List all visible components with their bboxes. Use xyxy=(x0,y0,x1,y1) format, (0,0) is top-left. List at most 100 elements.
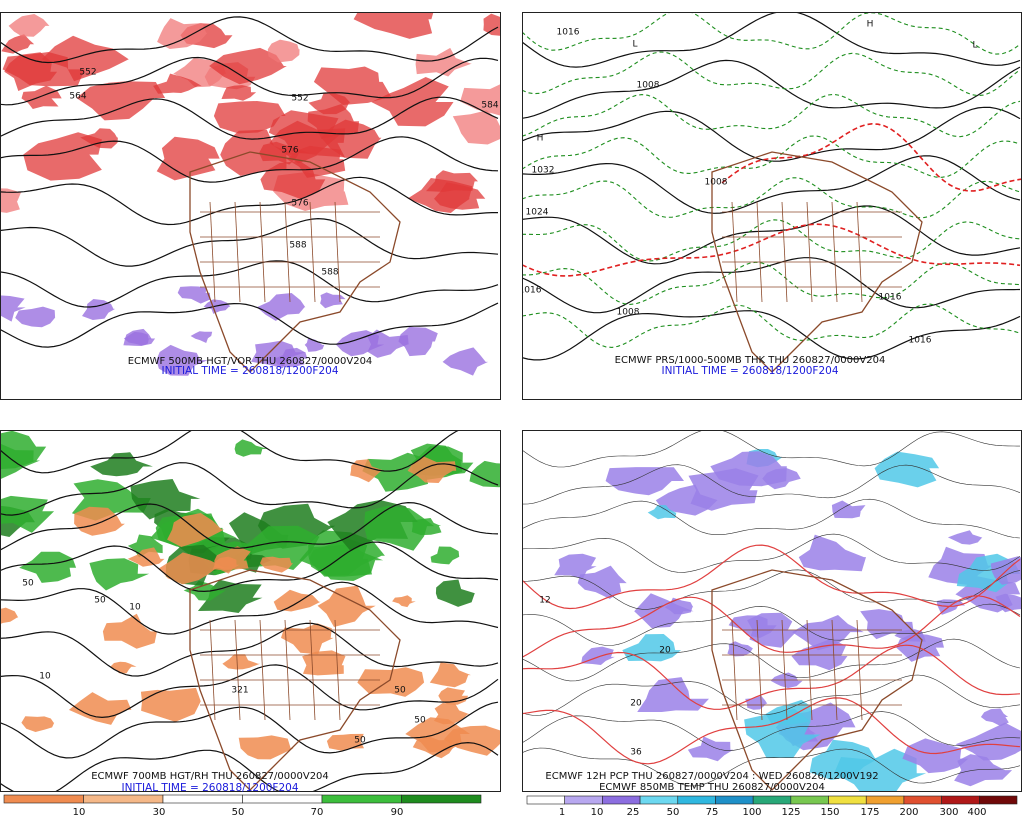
shaded-area xyxy=(153,73,202,94)
shaded-area xyxy=(317,585,376,627)
contour-label: 552 xyxy=(79,68,96,78)
colorbar-label: 1 xyxy=(559,807,565,818)
contour-line xyxy=(0,176,498,226)
shaded-area xyxy=(435,579,476,607)
map-caption: ECMWF 850MB TEMP THU 260827/0000V204 xyxy=(599,782,825,793)
coastline xyxy=(711,569,923,791)
shaded-area xyxy=(647,505,677,520)
border-line xyxy=(259,201,266,303)
shaded-area xyxy=(281,623,334,655)
colorbar-label: 175 xyxy=(860,807,879,818)
contour-label: 10 xyxy=(39,672,51,682)
contour-line xyxy=(522,533,1021,573)
shaded-area xyxy=(177,286,211,304)
contour-label: 584 xyxy=(481,101,498,111)
colorbar-label: 300 xyxy=(939,807,958,818)
colorbar-label: 75 xyxy=(706,807,719,818)
contour-line xyxy=(522,303,1021,348)
shaded-area xyxy=(398,326,438,357)
contour-line xyxy=(0,701,499,759)
shaded-area xyxy=(260,556,293,573)
contour-line xyxy=(0,136,499,183)
colorbar-swatch xyxy=(752,795,792,805)
contour-line xyxy=(522,595,1021,658)
shaded-area xyxy=(902,738,969,774)
shaded-area xyxy=(267,39,300,63)
border-line xyxy=(756,201,763,303)
shaded-area xyxy=(313,66,392,105)
border-line xyxy=(259,619,266,721)
contour-label: 50 xyxy=(394,686,406,696)
shaded-area xyxy=(634,593,694,629)
contour-line xyxy=(522,644,1021,710)
contour-line xyxy=(522,603,1021,646)
shaded-area xyxy=(364,505,435,551)
map-caption: ECMWF 500MB HGT/VOR THU 260827/0000V204 xyxy=(128,356,373,367)
shaded-area xyxy=(90,452,153,477)
contour-line xyxy=(0,16,499,64)
contour-line xyxy=(0,430,499,474)
colorbar-swatch xyxy=(602,795,641,805)
contour-label: 50 xyxy=(94,596,106,606)
shaded-area xyxy=(321,119,382,159)
contour-line xyxy=(0,217,499,267)
contour-line xyxy=(0,302,499,348)
colorbar-label: 25 xyxy=(627,807,640,818)
shaded-area xyxy=(251,340,306,369)
contour-label: 1008 xyxy=(617,308,640,318)
contour-line xyxy=(522,59,1021,119)
shaded-area xyxy=(874,451,940,488)
contour-line xyxy=(522,93,1021,138)
shaded-area xyxy=(159,552,226,585)
map-panel: 552 564 552 576 576 584 588 588 xyxy=(0,12,501,400)
shaded-area xyxy=(209,47,287,85)
contour-label: 50 xyxy=(354,736,366,746)
contour-line xyxy=(0,741,499,792)
border-line xyxy=(284,619,291,721)
colorbar-swatch xyxy=(162,794,243,804)
colorbar-label: 90 xyxy=(391,807,404,818)
shaded-area xyxy=(8,14,50,37)
shaded-area xyxy=(762,468,801,490)
shaded-area xyxy=(304,337,325,352)
border-line xyxy=(831,619,838,721)
colorbar-label: 50 xyxy=(667,807,680,818)
shaded-area xyxy=(353,12,434,39)
shaded-area xyxy=(469,460,501,488)
coastline xyxy=(711,151,923,373)
contour-label: L xyxy=(632,40,637,50)
shaded-area xyxy=(127,547,165,567)
contour-line xyxy=(522,106,1021,162)
border-line xyxy=(309,619,316,721)
contour-label: 1032 xyxy=(532,166,555,176)
map-caption: INITIAL TIME = 260818/1200F204 xyxy=(121,782,298,794)
colorbar-label: 150 xyxy=(820,807,839,818)
shaded-area xyxy=(554,553,597,579)
contour-line xyxy=(522,498,1021,539)
contour-label: 1024 xyxy=(526,208,549,218)
shaded-area xyxy=(21,716,55,732)
shaded-area xyxy=(809,739,879,780)
shaded-area xyxy=(415,47,472,77)
colorbar-swatch xyxy=(526,795,565,805)
contour-label: 1016 xyxy=(557,28,580,38)
shaded-area xyxy=(371,77,454,127)
colorbar-swatch xyxy=(790,795,829,805)
shaded-area xyxy=(405,717,471,753)
contour-label: 1008 xyxy=(637,81,660,91)
shaded-area xyxy=(0,295,26,322)
shaded-area xyxy=(41,35,129,82)
colorbar-swatch xyxy=(639,795,679,805)
contour-line xyxy=(522,155,1021,214)
contour-line xyxy=(522,569,1021,610)
shaded-area xyxy=(212,556,240,574)
shaded-area xyxy=(15,306,56,328)
shaded-area xyxy=(203,299,231,314)
colorbar-label: 70 xyxy=(311,807,324,818)
shaded-area xyxy=(156,136,220,181)
shaded-area xyxy=(123,331,156,346)
shaded-area xyxy=(213,101,286,134)
shaded-area xyxy=(392,595,416,608)
shaded-area xyxy=(302,650,346,676)
